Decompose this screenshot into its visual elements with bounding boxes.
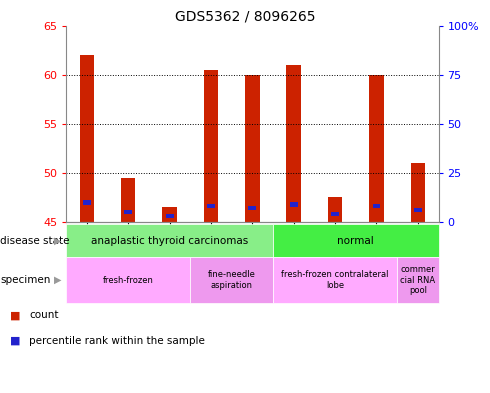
Bar xyxy=(372,204,380,208)
Bar xyxy=(248,206,256,210)
Text: normal: normal xyxy=(338,236,374,246)
Bar xyxy=(411,163,425,222)
Bar xyxy=(245,75,260,222)
Bar xyxy=(204,70,218,222)
Bar xyxy=(83,200,91,204)
Text: ▶: ▶ xyxy=(54,236,61,246)
Bar xyxy=(414,208,422,212)
Text: fresh-frozen contralateral
lobe: fresh-frozen contralateral lobe xyxy=(281,270,389,290)
Bar xyxy=(369,75,384,222)
Text: ■: ■ xyxy=(10,336,20,346)
Bar xyxy=(287,65,301,222)
Bar xyxy=(124,210,132,214)
Text: specimen: specimen xyxy=(0,275,50,285)
Text: GDS5362 / 8096265: GDS5362 / 8096265 xyxy=(175,10,315,24)
Text: count: count xyxy=(29,310,59,320)
Bar xyxy=(166,214,173,218)
Bar xyxy=(207,204,215,208)
Text: fine-needle
aspiration: fine-needle aspiration xyxy=(208,270,256,290)
Text: ■: ■ xyxy=(10,310,20,320)
Bar xyxy=(328,197,343,222)
Bar xyxy=(290,202,298,206)
Bar xyxy=(79,55,94,222)
Text: disease state: disease state xyxy=(0,236,70,246)
Text: anaplastic thyroid carcinomas: anaplastic thyroid carcinomas xyxy=(91,236,248,246)
Text: percentile rank within the sample: percentile rank within the sample xyxy=(29,336,205,346)
Bar xyxy=(121,178,135,222)
Text: fresh-frozen: fresh-frozen xyxy=(103,275,154,285)
Bar xyxy=(331,212,339,216)
Bar xyxy=(162,207,177,222)
Text: ▶: ▶ xyxy=(54,275,61,285)
Text: commer
cial RNA
pool: commer cial RNA pool xyxy=(400,265,436,295)
